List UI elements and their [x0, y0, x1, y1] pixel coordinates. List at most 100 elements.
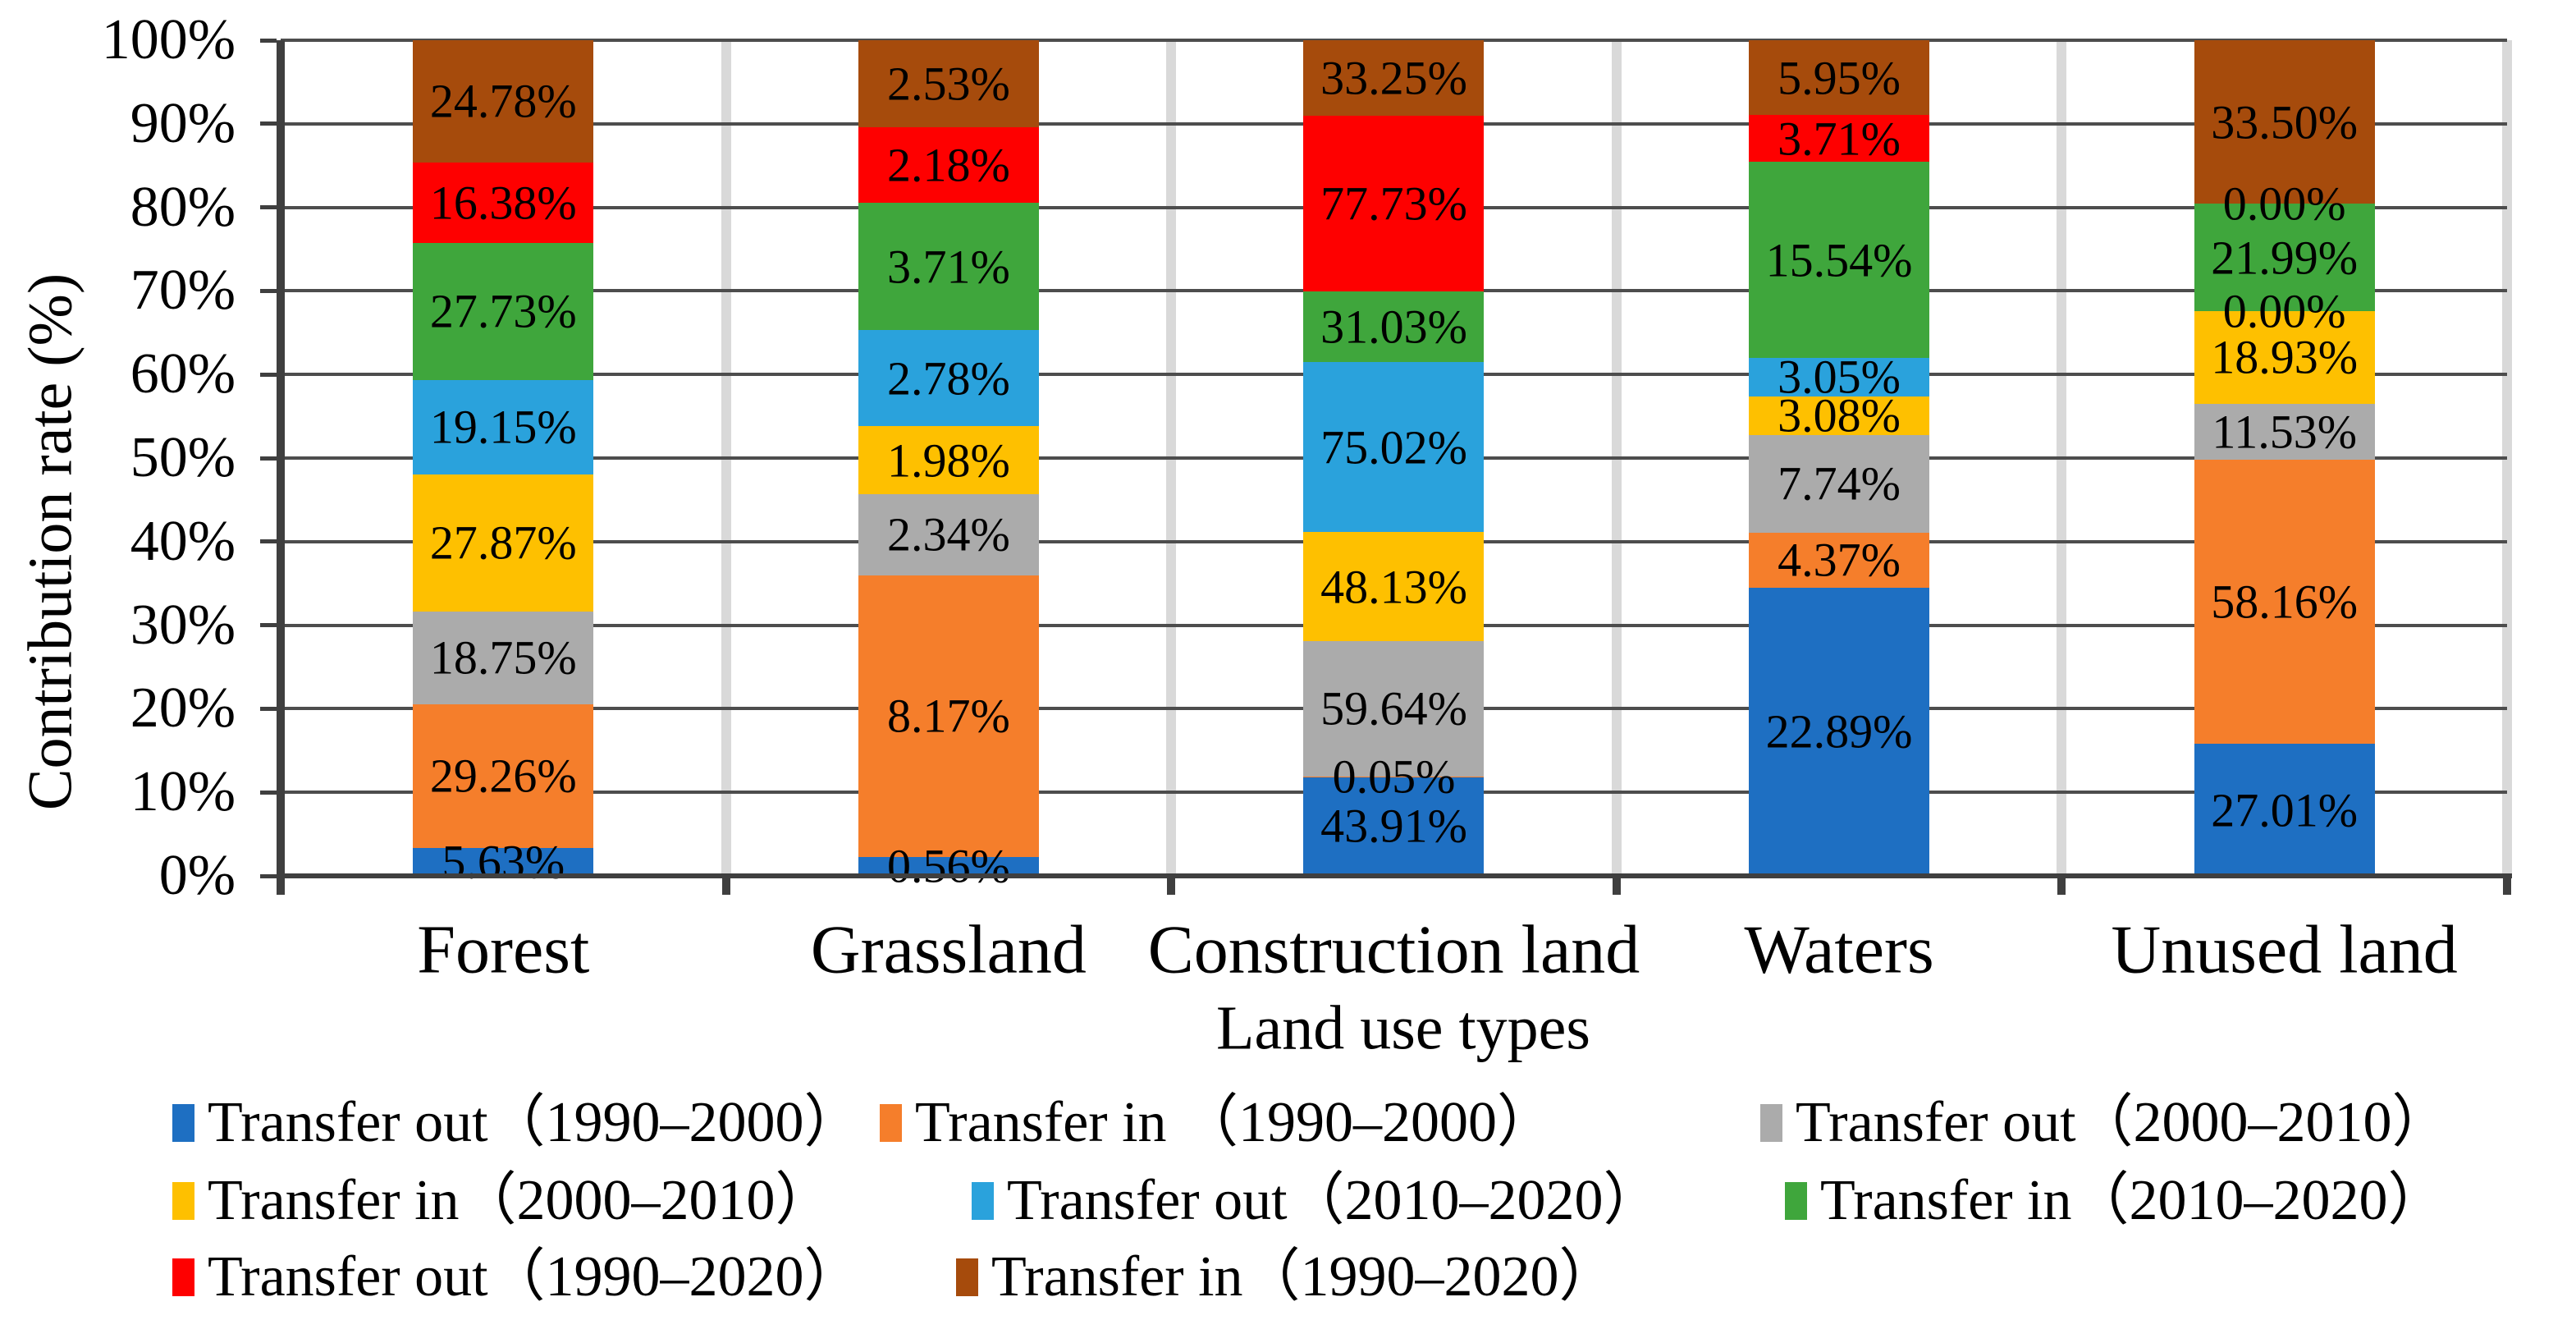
y-tick-label: 10% — [130, 760, 236, 824]
bar-value-label: 58.16% — [2211, 575, 2359, 629]
bar-value-label: 8.17% — [886, 689, 1010, 743]
bar-value-label: 48.13% — [1320, 560, 1467, 613]
bar-value-label: 33.25% — [1320, 51, 1467, 105]
bar-value-label: 7.74% — [1778, 456, 1901, 511]
bar-segment: 33.50% — [2194, 40, 2375, 204]
bar-segment: 3.05% — [1749, 352, 1930, 401]
bar-value-label: 0.00% — [2222, 284, 2346, 338]
legend-item: Transfer in（2010–2020） — [1785, 1172, 2446, 1230]
stacked-bar: 27.01% 58.16% 11.53% 18.93% 0.00% 21.99% 0.00%… — [2194, 40, 2375, 876]
bar-segment: 3.71% — [1749, 114, 1930, 163]
bar-segment: 3.08% — [1749, 391, 1930, 440]
x-axis-tick-mark — [2057, 876, 2066, 895]
legend-item: Transfer out（2000–2010） — [1760, 1094, 2450, 1152]
legend-label: Transfer out（1990–2000） — [208, 1091, 862, 1154]
y-axis-line — [277, 40, 285, 895]
y-axis-tick-mark — [260, 539, 277, 544]
bar-segment: 3.71% — [858, 202, 1039, 331]
bar-segment: 2.18% — [858, 127, 1039, 203]
stacked-bar: 5.63% 29.26% 18.75% 27.87% 19.15% 27.73% 16.38… — [413, 40, 594, 887]
bar-value-label: 2.53% — [886, 57, 1010, 111]
bar-segment: 27.87% — [413, 474, 594, 612]
legend-label: Transfer out（2010–2020） — [1007, 1169, 1661, 1232]
bar-value-label: 3.05% — [1778, 350, 1901, 404]
bar-value-label: 16.38% — [429, 176, 577, 230]
bar-value-label: 21.99% — [2211, 231, 2359, 285]
bar-segment: 11.53% — [2194, 403, 2375, 461]
x-axis-line — [277, 873, 2512, 878]
bar-segment: 18.93% — [2194, 311, 2375, 404]
bar-segment: 15.54% — [1749, 162, 1930, 358]
stacked-bar: 22.89% 4.37% 7.74% 3.08% 3.05% 15.54% 3.71% 5.9… — [1749, 40, 1930, 876]
category-slot: 43.91% 0.05% 59.64% 48.13% 75.02% 31.03% 77.73… — [1171, 40, 1617, 876]
plot-area: 5.63% 29.26% 18.75% 27.87% 19.15% 27.73% 16.38… — [281, 39, 2512, 891]
bar-segment: 5.95% — [1749, 40, 1930, 116]
bar-value-label: 18.93% — [2211, 330, 2359, 384]
bar-segment: 77.73% — [1303, 115, 1485, 292]
category-slot: 22.89% 4.37% 7.74% 3.08% 3.05% 15.54% 3.71% 5.9… — [1617, 40, 2062, 876]
bar-segment: 21.99% — [2194, 204, 2375, 312]
bar-value-label: 33.50% — [2211, 95, 2359, 149]
bar-segment: 4.37% — [1749, 532, 1930, 588]
bar-value-label: 0.05% — [1332, 749, 1456, 804]
bar-value-label: 24.78% — [429, 74, 577, 128]
stacked-bar: 0.56% 8.17% 2.34% 1.98% 2.78% 3.71% 2.18% 2.53% — [858, 40, 1039, 891]
legend-label: Transfer in（1990–2020） — [991, 1245, 1617, 1309]
y-axis-tick-mark — [260, 38, 277, 43]
bar-segment: 8.17% — [858, 575, 1039, 857]
x-category-label: Forest — [417, 911, 590, 988]
bar-segment: 1.98% — [858, 426, 1039, 495]
bar-value-label: 4.37% — [1778, 533, 1901, 587]
bar-segment: 33.25% — [1303, 40, 1485, 116]
gridline-horizontal — [281, 39, 2507, 42]
y-tick-label: 40% — [130, 509, 236, 573]
x-category-label: Construction land — [1147, 911, 1640, 988]
y-tick-label: 80% — [130, 175, 236, 239]
y-axis-tick-mark — [260, 873, 277, 878]
legend-label: Transfer in（2010–2020） — [1820, 1169, 2446, 1232]
bar-segment: 22.89% — [1749, 587, 1930, 876]
legend-swatch — [1760, 1104, 1782, 1142]
x-axis-tick-mark — [721, 876, 730, 895]
bar-value-label: 15.54% — [1765, 232, 1913, 286]
category-slot: 27.01% 58.16% 11.53% 18.93% 0.00% 21.99% 0.00%… — [2061, 40, 2507, 876]
bar-value-label: 27.01% — [2211, 783, 2359, 837]
bar-segment: 43.91% — [1303, 776, 1485, 876]
bar-segment: 5.63% — [413, 837, 594, 887]
bar-value-label: 11.53% — [2212, 405, 2358, 459]
gridline-vertical-separator — [2502, 40, 2512, 876]
category-slot: 5.63% 29.26% 18.75% 27.87% 19.15% 27.73% 16.38… — [281, 40, 726, 887]
bar-segment: 27.73% — [413, 243, 594, 380]
legend-item: Transfer in（2000–2010） — [172, 1172, 833, 1230]
legend-swatch — [972, 1182, 994, 1220]
bar-segment: 31.03% — [1303, 291, 1485, 363]
x-category-label: Waters — [1744, 911, 1934, 988]
legend-swatch — [172, 1258, 194, 1296]
y-tick-label: 0% — [158, 844, 236, 907]
bar-segment: 16.38% — [413, 162, 594, 244]
bar-segment: 59.64% — [1303, 641, 1485, 777]
bar-segment: 2.34% — [858, 494, 1039, 575]
legend-label: Transfer in （1990–2000） — [915, 1091, 1555, 1154]
bar-value-label: 0.00% — [2222, 176, 2346, 231]
x-category-label: Grassland — [810, 911, 1087, 988]
bar-segment: 19.15% — [413, 379, 594, 474]
legend-label: Transfer out（2000–2010） — [1796, 1091, 2450, 1154]
y-axis-tick-mark — [260, 288, 277, 293]
x-axis-tick-mark — [2503, 876, 2511, 895]
legend-item: Transfer out（1990–2000） — [172, 1094, 862, 1152]
bar-value-label: 2.78% — [886, 351, 1010, 406]
y-axis-tick-mark — [260, 790, 277, 795]
bar-value-label: 77.73% — [1320, 176, 1467, 231]
category-slot: 0.56% 8.17% 2.34% 1.98% 2.78% 3.71% 2.18% 2.53% — [726, 40, 1172, 891]
legend-item: Transfer out（1990–2020） — [172, 1249, 862, 1306]
y-tick-label: 50% — [130, 426, 236, 489]
bar-value-label: 2.34% — [886, 507, 1010, 561]
y-axis-tick-mark — [260, 372, 277, 377]
y-tick-label: 20% — [130, 676, 236, 740]
bar-value-label: 1.98% — [886, 433, 1010, 488]
y-tick-label: 60% — [130, 342, 236, 406]
bar-segment: 29.26% — [413, 704, 594, 849]
x-category-label: Unused land — [2111, 911, 2458, 988]
